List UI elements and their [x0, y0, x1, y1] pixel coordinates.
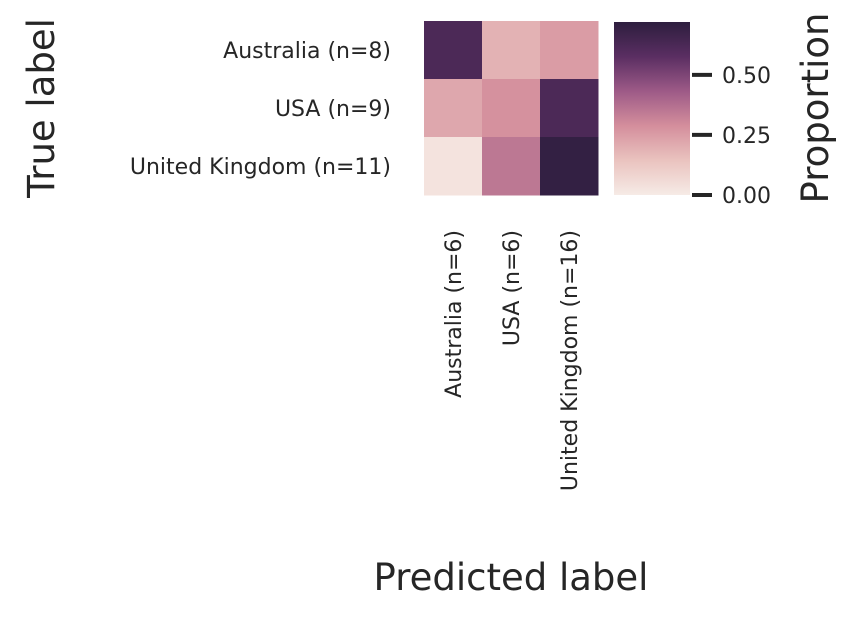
heatmap-cell: [482, 21, 541, 80]
x-tick-label: United Kingdom (n=16): [558, 230, 583, 491]
y-tick-label: Australia (n=8): [223, 39, 391, 64]
y-tick-labels: Australia (n=8) USA (n=9) United Kingdom (…: [130, 39, 391, 180]
y-tick-label: United Kingdom (n=11): [130, 155, 391, 180]
heatmap-cell: [424, 79, 483, 138]
x-tick-label: USA (n=6): [500, 230, 525, 346]
heatmap-cell: [424, 137, 483, 196]
colorbar-tick-label: 0.25: [722, 124, 771, 149]
colorbar-ticks: 0.00 0.25 0.50: [692, 64, 771, 209]
y-tick-label: USA (n=9): [275, 97, 391, 122]
heatmap-cell: [424, 21, 483, 80]
heatmap-cells: [424, 21, 599, 196]
colorbar-tick-label: 0.50: [722, 64, 771, 89]
colorbar-gradient: [614, 22, 690, 195]
heatmap-cell: [540, 79, 599, 138]
heatmap-cell: [540, 21, 599, 80]
colorbar-tick-label: 0.00: [722, 184, 771, 209]
colorbar-title: Proportion: [794, 13, 837, 204]
heatmap-cell: [540, 137, 599, 196]
y-axis-title: True label: [20, 18, 63, 199]
x-tick-labels: Australia (n=6) USA (n=6) United Kingdom (…: [442, 230, 583, 491]
x-tick-label: Australia (n=6): [442, 230, 467, 398]
heatmap-cell: [482, 137, 541, 196]
x-axis-title: Predicted label: [374, 556, 649, 599]
heatmap-cell: [482, 79, 541, 138]
colorbar: 0.00 0.25 0.50: [614, 22, 771, 209]
